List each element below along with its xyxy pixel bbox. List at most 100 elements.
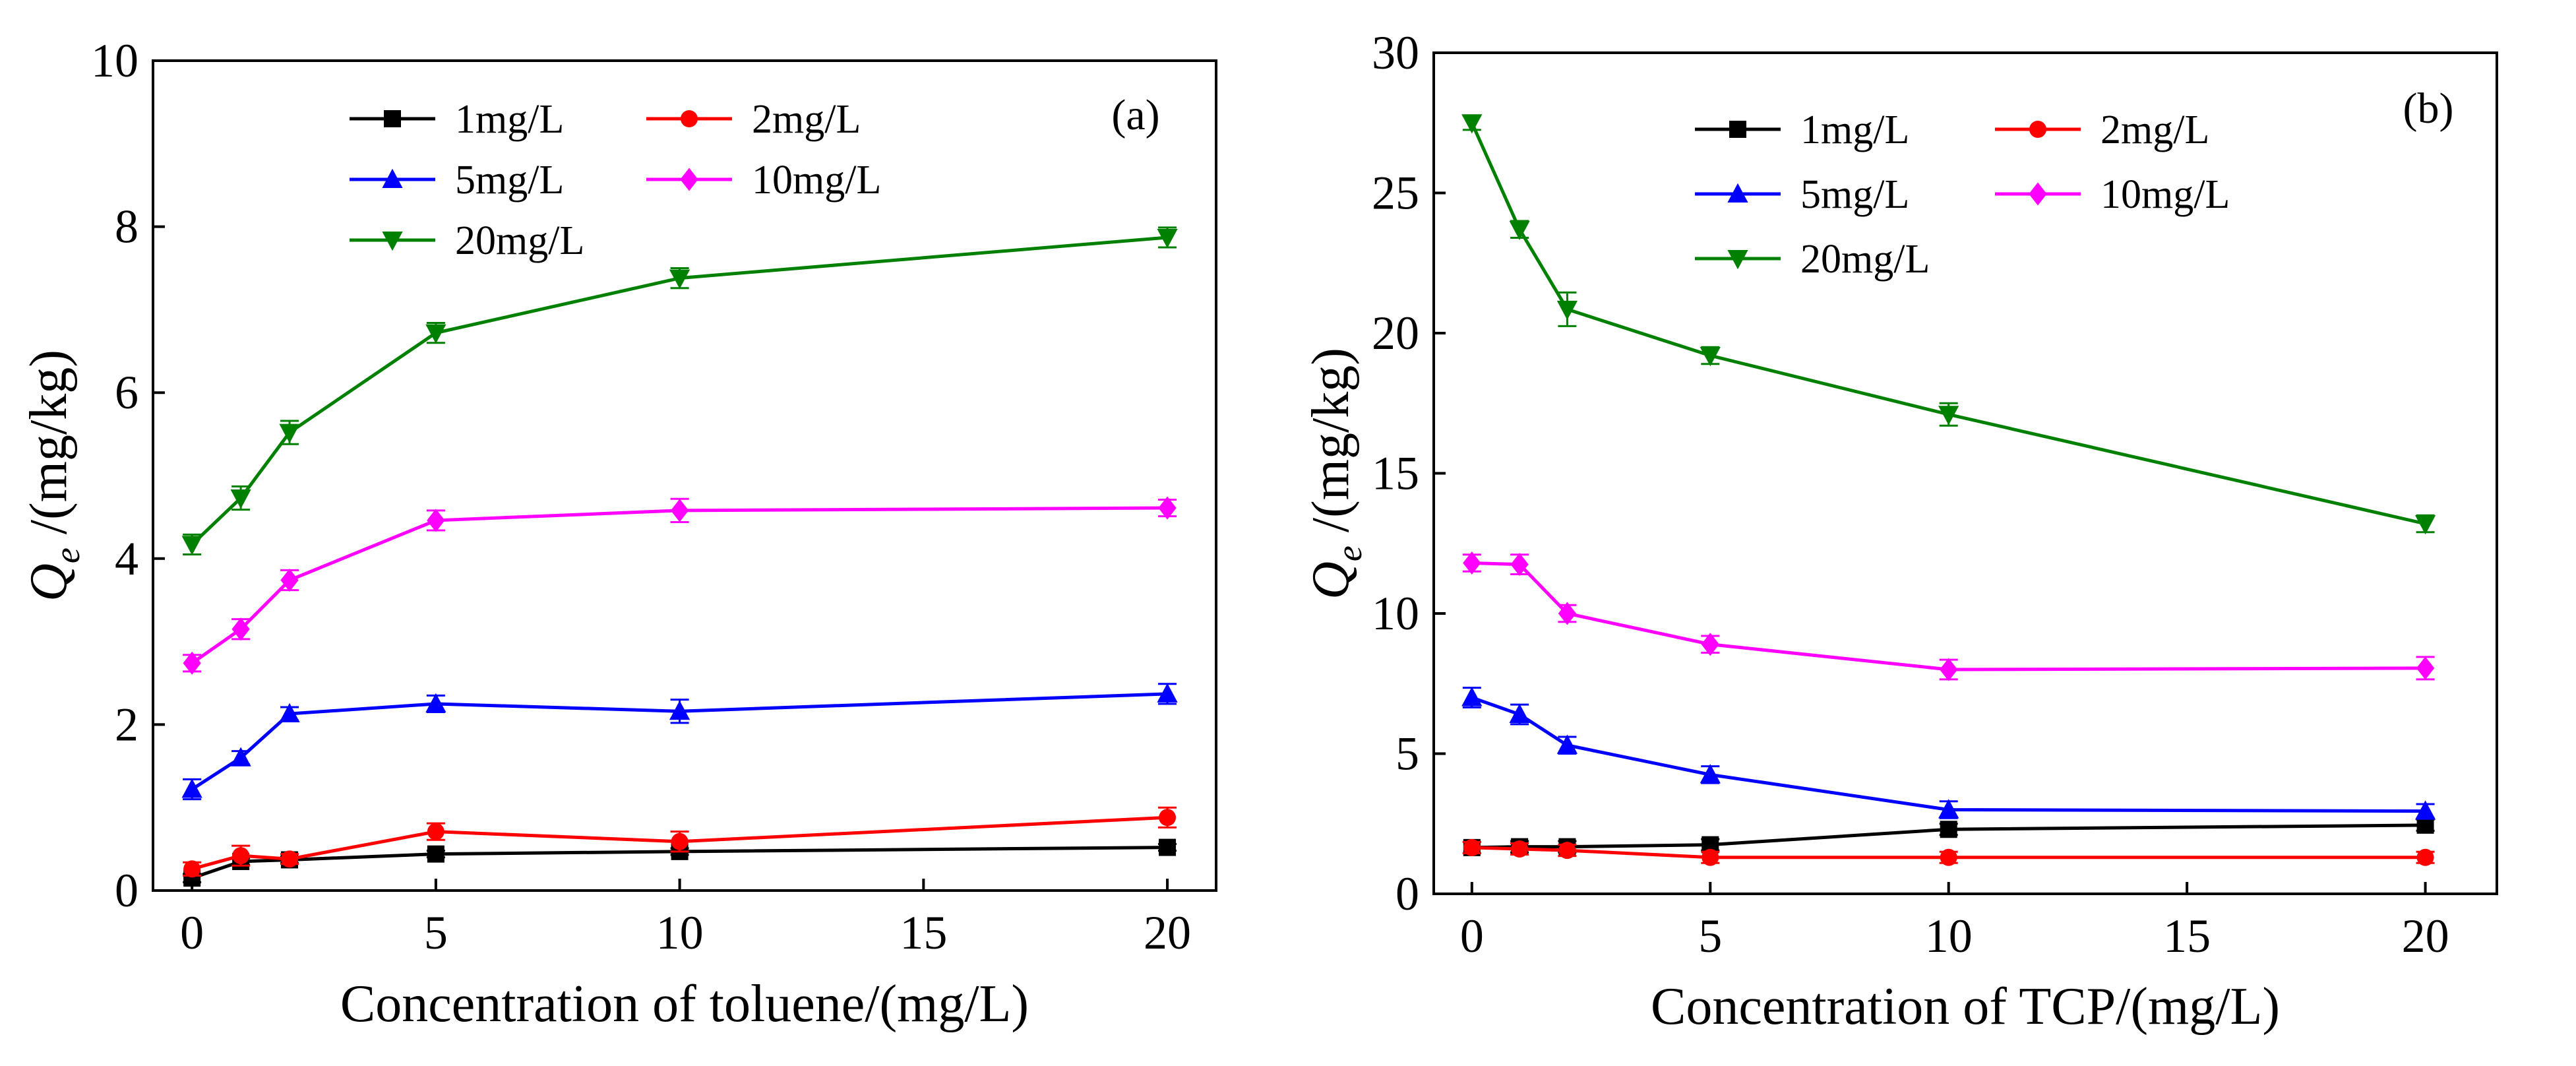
y-axis-unit: /(mg/kg) bbox=[20, 350, 78, 548]
legend-item: 1mg/L bbox=[350, 97, 564, 142]
x-tick-label: 0 bbox=[180, 906, 204, 959]
legend-label: 2mg/L bbox=[752, 97, 861, 142]
legend-item: 2mg/L bbox=[646, 97, 861, 142]
data-point bbox=[1511, 840, 1529, 858]
data-point bbox=[1159, 838, 1177, 856]
legend: 1mg/L 2mg/L 5mg/L 10mg/L 20mg/L bbox=[1695, 108, 2230, 282]
chart-panel-b: 0 5 10 15 20 0 5 10 15 20 25 30 1mg/L 2mg/L 5mg/L 10mg… bbox=[1302, 26, 2498, 1036]
legend-marker bbox=[2029, 121, 2046, 138]
legend-label: 5mg/L bbox=[455, 158, 564, 203]
y-axis-title: Qe /(mg/kg) bbox=[1302, 348, 1369, 600]
data-point bbox=[1700, 347, 1721, 367]
x-tick-label: 10 bbox=[656, 906, 704, 959]
y-axis-title: Qe /(mg/kg) bbox=[20, 350, 87, 602]
legend-marker bbox=[680, 168, 698, 191]
data-point bbox=[181, 778, 202, 798]
data-point bbox=[232, 847, 250, 865]
x-axis-title: Concentration of TCP/(mg/L) bbox=[1651, 978, 2280, 1036]
series-20mg-l bbox=[181, 226, 1178, 556]
legend-label: 2mg/L bbox=[2101, 108, 2209, 152]
data-point bbox=[425, 324, 446, 344]
data-point bbox=[1558, 842, 1576, 860]
y-axis-subscript: e bbox=[47, 548, 87, 563]
data-point bbox=[2414, 515, 2436, 535]
x-tick-label: 20 bbox=[1144, 906, 1191, 959]
y-axis-symbol: Q bbox=[20, 563, 78, 602]
series-5mg-l bbox=[181, 683, 1178, 801]
data-point bbox=[1510, 553, 1529, 577]
data-point bbox=[1509, 703, 1530, 723]
series-10mg-l bbox=[1462, 551, 2435, 681]
x-tick-label: 10 bbox=[1925, 910, 1973, 962]
legend-marker bbox=[1729, 121, 1746, 138]
x-tick-label: 15 bbox=[2163, 910, 2211, 962]
series-2mg-l bbox=[183, 806, 1177, 878]
data-point bbox=[1940, 821, 1957, 838]
data-point bbox=[230, 489, 251, 509]
y-tick-label: 6 bbox=[115, 366, 138, 419]
data-point bbox=[1558, 602, 1577, 625]
y-tick-label: 30 bbox=[1372, 26, 1419, 79]
legend: 1mg/L 2mg/L 5mg/L 10mg/L 20mg/L bbox=[350, 97, 881, 263]
panel-label: (b) bbox=[2403, 84, 2454, 133]
y-axis-subscript: e bbox=[1330, 546, 1369, 561]
plot-frame bbox=[152, 59, 1217, 892]
legend-label: 10mg/L bbox=[2101, 172, 2230, 217]
data-point bbox=[230, 747, 251, 767]
x-tick-label: 20 bbox=[2402, 910, 2449, 962]
data-point bbox=[1157, 683, 1178, 703]
axis-ticks: 0 5 10 15 20 0 5 10 15 20 25 30 bbox=[1372, 26, 2449, 962]
series-line bbox=[191, 235, 1168, 546]
y-tick-label: 20 bbox=[1372, 307, 1419, 360]
series-line bbox=[1471, 696, 2426, 813]
legend-marker bbox=[384, 110, 401, 127]
data-point bbox=[1159, 809, 1177, 827]
x-tick-label: 5 bbox=[1698, 910, 1722, 962]
legend-marker bbox=[1727, 183, 1748, 203]
series-group bbox=[181, 226, 1178, 887]
legend-marker bbox=[681, 110, 698, 127]
data-point bbox=[1463, 838, 1481, 856]
y-tick-label: 2 bbox=[115, 698, 138, 751]
data-point bbox=[2416, 848, 2434, 866]
data-point bbox=[2416, 656, 2435, 680]
series-line bbox=[1470, 122, 2426, 526]
legend-item: 20mg/L bbox=[1695, 237, 1930, 282]
legend-marker bbox=[382, 168, 403, 188]
series-10mg-l bbox=[183, 496, 1177, 675]
axis-ticks: 0 5 10 15 20 0 2 4 6 8 10 bbox=[91, 34, 1191, 959]
data-point bbox=[1461, 687, 1483, 706]
data-point bbox=[670, 499, 689, 522]
data-point bbox=[669, 269, 690, 289]
data-point bbox=[280, 568, 299, 592]
chart-panel-a: 0 5 10 15 20 0 2 4 6 8 10 1mg/L 2mg/L 5mg/L 10mg/L 20m… bbox=[20, 34, 1217, 1033]
legend-item: 20mg/L bbox=[350, 218, 584, 263]
data-point bbox=[279, 423, 300, 443]
y-tick-label: 4 bbox=[115, 532, 138, 585]
data-point bbox=[427, 823, 445, 840]
y-axis-unit: /(mg/kg) bbox=[1302, 348, 1360, 546]
legend-item: 1mg/L bbox=[1695, 108, 1909, 152]
data-point bbox=[181, 536, 202, 555]
data-point bbox=[1940, 658, 1958, 681]
y-tick-label: 5 bbox=[1395, 728, 1419, 780]
legend-marker bbox=[1727, 250, 1748, 270]
legend-label: 1mg/L bbox=[1800, 108, 1909, 152]
series-2mg-l bbox=[1462, 838, 2435, 866]
legend-label: 10mg/L bbox=[752, 158, 881, 203]
panel-label: (a) bbox=[1111, 91, 1159, 139]
legend-item: 10mg/L bbox=[646, 158, 881, 203]
data-point bbox=[427, 845, 445, 863]
legend-label: 5mg/L bbox=[1800, 172, 1909, 217]
series-20mg-l bbox=[1461, 114, 2436, 535]
legend-item: 5mg/L bbox=[1695, 172, 1909, 217]
x-axis-title: Concentration of toluene/(mg/L) bbox=[340, 975, 1029, 1033]
data-point bbox=[1158, 496, 1177, 520]
data-point bbox=[279, 703, 300, 723]
data-point bbox=[669, 701, 690, 720]
x-tick-label: 15 bbox=[900, 906, 947, 959]
data-point bbox=[427, 509, 445, 532]
y-axis-symbol: Q bbox=[1302, 561, 1360, 600]
